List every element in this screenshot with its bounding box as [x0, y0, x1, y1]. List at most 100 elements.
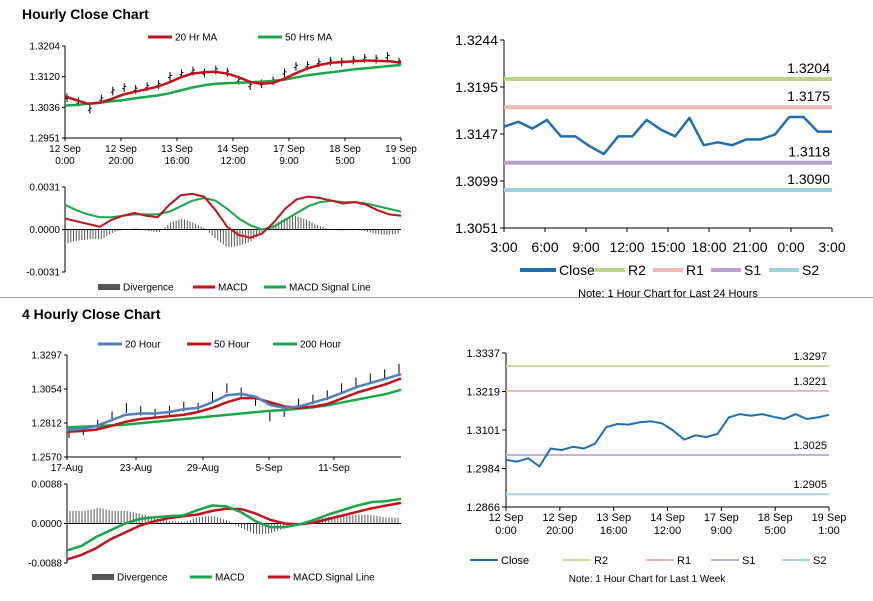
four-hourly-level-r2-label: 1.3297 [793, 351, 827, 363]
hourly-levels-y-tick-label: 1.3147 [455, 126, 498, 142]
four-hourly-levels-close-line [505, 413, 830, 468]
hourly-price-y-tick-label: 1.3036 [29, 103, 60, 114]
hourly-macd-line [64, 192, 402, 239]
four-hourly-legend-signal-label: MACD Signal Line [293, 573, 375, 584]
hourly-level-s1-label: 1.3118 [788, 144, 830, 160]
hourly-price-x-tick-label: 14 Sep [217, 144, 249, 155]
section-title-4-hourly: 4 Hourly Close Chart [22, 306, 161, 322]
four-hourly-price-x-tick-label: 17-Aug [51, 463, 83, 474]
hourly-price-x-tick-label: 18 Sep [329, 144, 361, 155]
hourly-macd-y-tick-label: 0.0031 [29, 183, 60, 194]
four-hourly-levels-y-tick-label: 1.2866 [466, 502, 500, 514]
hourly-price-x-tick-label: 9:00 [279, 156, 299, 167]
four-hourly-legend-20h-label: 20 Hour [125, 340, 161, 351]
four-hourly-price-y-tick-label: 1.2570 [31, 453, 62, 464]
four-hourly-price-y-tick-label: 1.2812 [31, 419, 62, 430]
hourly-levels-x-tick-label: 21:00 [732, 239, 767, 255]
hourly-legend-macd-label: MACD [218, 283, 247, 294]
hourly-price-x-tick-label: 12 Sep [105, 144, 137, 155]
hourly-price-x-tick-label: 13 Sep [161, 144, 193, 155]
hourly-legend-20hr-label: 20 Hr MA [175, 33, 218, 44]
hourly-levels-x-tick-label: 0:00 [777, 239, 804, 255]
hourly-levels-x-tick-label: 6:00 [531, 239, 558, 255]
hourly-levels-x-tick-label: 3:00 [818, 239, 845, 255]
hourly-level-r2-label: 1.3204 [787, 60, 830, 76]
four-hourly-levels-legend-r2-label: R2 [594, 555, 608, 567]
hourly-levels-legend-s2-label: S2 [802, 262, 819, 278]
hourly-levels-x-tick-label: 12:00 [609, 239, 644, 255]
four-hourly-macd-line [66, 497, 402, 552]
four-hourly-price-y-tick-label: 1.3054 [31, 385, 62, 396]
hourly-price-y-tick-label: 1.3204 [29, 42, 60, 53]
hourly-levels-y-tick-label: 1.3244 [455, 32, 498, 48]
four-hourly-levels-x-tick-label: 9:00 [711, 525, 732, 537]
four-hourly-levels-x-tick-label: 12 Sep [542, 512, 577, 524]
four-hourly-levels-legend-s1-label: S1 [742, 555, 755, 567]
four-hourly-levels-legend-s2-label: S2 [813, 555, 826, 567]
hourly-price-x-tick-label: 12 Sep [49, 144, 81, 155]
section-title-hourly: Hourly Close Chart [22, 6, 149, 22]
four-hourly-200h-line [66, 388, 402, 429]
hourly-price-x-tick-label: 17 Sep [273, 144, 305, 155]
four-hourly-legend-macd-label: MACD [215, 573, 244, 584]
four-hourly-legend-divergence-swatch [92, 574, 114, 580]
four-hourly-levels-legend-close-label: Close [501, 555, 529, 567]
four-hourly-price-x-tick-label: 11-Sep [318, 463, 350, 474]
four-hourly-levels-x-tick-label: 12:00 [654, 525, 682, 537]
four-hourly-levels-note: Note: 1 Hour Chart for Last 1 Week [569, 574, 727, 585]
hourly-macd-y-tick-label: 0.0000 [29, 225, 60, 236]
hourly-levels-y-tick-label: 1.3099 [455, 173, 498, 189]
four-hourly-levels-y-tick-label: 1.3101 [466, 425, 500, 437]
four-hourly-50h-line [66, 377, 402, 433]
four-hourly-levels-x-tick-label: 17 Sep [704, 512, 739, 524]
hourly-levels-x-tick-label: 18:00 [691, 239, 726, 255]
hourly-levels-note: Note: 1 Hour Chart for Last 24 Hours [578, 288, 758, 300]
four-hourly-price-y-tick-label: 1.3297 [31, 351, 62, 362]
hourly-legend-signal-label: MACD Signal Line [289, 283, 371, 294]
hourly-level-r1-label: 1.3175 [787, 88, 830, 104]
four-hourly-level-s2-label: 1.2905 [793, 479, 827, 491]
four-hourly-legend-50h-label: 50 Hour [214, 340, 250, 351]
four-hourly-levels-x-tick-label: 20:00 [546, 525, 574, 537]
hourly-legend-divergence-swatch [98, 284, 120, 290]
hourly-price-x-tick-label: 12:00 [220, 156, 245, 167]
hourly-levels-legend-r2-label: R2 [628, 262, 646, 278]
four-hourly-macd-y-tick-label: -0.0088 [28, 559, 62, 570]
hourly-price-x-tick-label: 5:00 [335, 156, 355, 167]
hourly-price-y-tick-label: 1.2951 [29, 134, 60, 145]
four-hourly-macd-y-tick-label: 0.0088 [31, 480, 62, 491]
hourly-levels-legend-close-label: Close [559, 262, 595, 278]
four-hourly-levels-x-tick-label: 14 Sep [650, 512, 685, 524]
four-hourly-20h-line [66, 372, 402, 432]
hourly-price-x-tick-label: 0:00 [55, 156, 75, 167]
hourly-levels-y-tick-label: 1.3195 [455, 79, 498, 95]
four-hourly-levels-x-tick-label: 12 Sep [489, 512, 524, 524]
hourly-levels-y-tick-label: 1.3051 [455, 220, 498, 236]
four-hourly-levels-y-tick-label: 1.3337 [466, 348, 500, 360]
hourly-levels-legend-r1-label: R1 [686, 262, 704, 278]
four-hourly-price-x-tick-label: 29-Aug [187, 463, 219, 474]
four-hourly-levels-x-tick-label: 13 Sep [596, 512, 631, 524]
hourly-levels-x-tick-label: 9:00 [572, 239, 599, 255]
four-hourly-levels-x-tick-label: 0:00 [495, 525, 516, 537]
hourly-50hr-ma-line [64, 63, 402, 107]
hourly-price-x-tick-label: 1:00 [391, 156, 411, 167]
four-hourly-levels-y-tick-label: 1.3219 [466, 386, 500, 398]
four-hourly-levels-y-tick-label: 1.2984 [466, 463, 500, 475]
hourly-levels-close-line [503, 115, 832, 156]
four-hourly-level-r1-label: 1.3221 [793, 376, 827, 388]
four-hourly-macd-y-tick-label: 0.0000 [31, 519, 62, 530]
hourly-price-y-tick-label: 1.3120 [29, 72, 60, 83]
hourly-levels-x-tick-label: 15:00 [650, 239, 685, 255]
hourly-levels-x-tick-label: 3:00 [490, 239, 517, 255]
four-hourly-legend-200h-label: 200 Hour [300, 340, 342, 351]
four-hourly-levels-x-tick-label: 16:00 [600, 525, 628, 537]
hourly-price-x-tick-label: 16:00 [164, 156, 189, 167]
section-divider [0, 297, 873, 298]
four-hourly-levels-x-tick-label: 19 Sep [812, 512, 847, 524]
hourly-macd-y-tick-label: -0.0031 [26, 268, 60, 279]
